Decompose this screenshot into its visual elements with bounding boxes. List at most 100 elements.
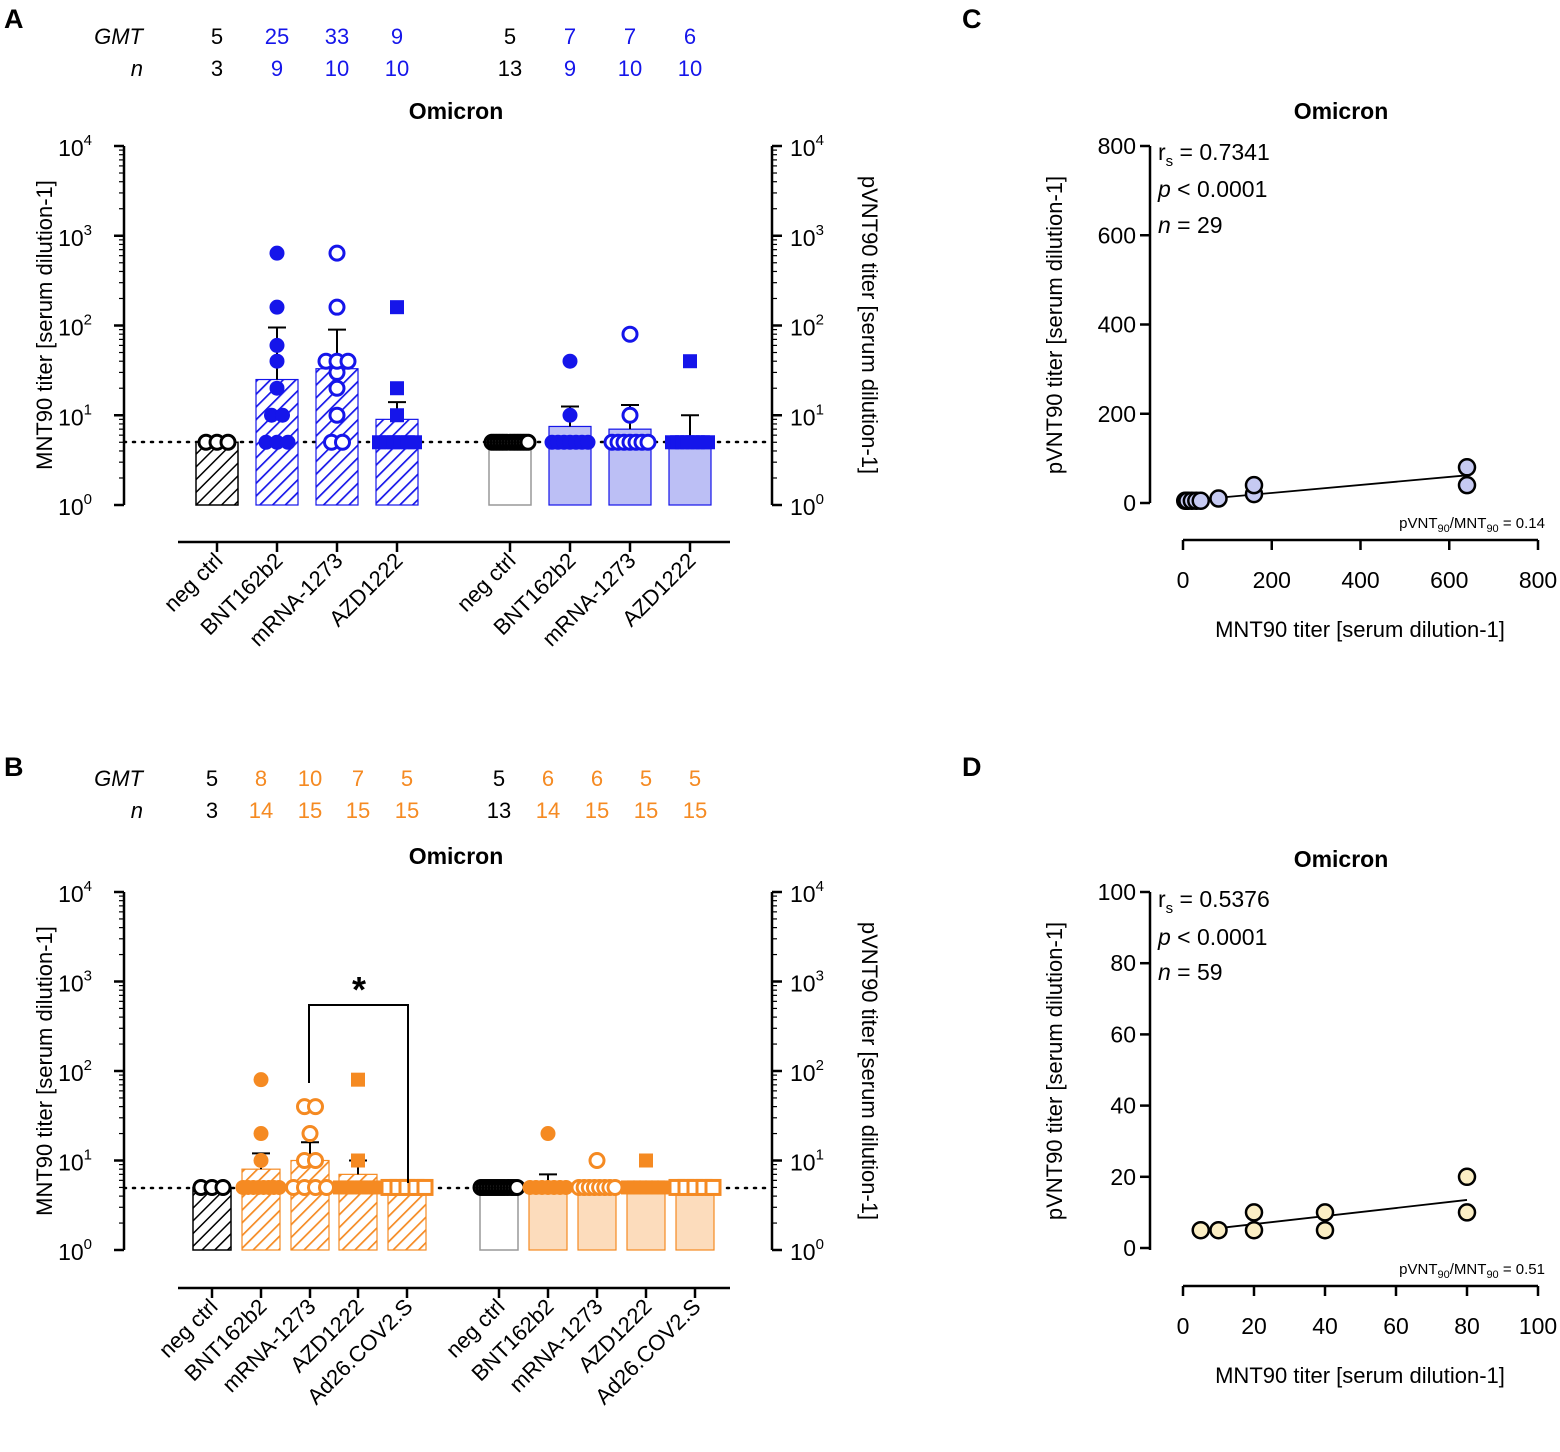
- panel-a-right-tick-label: 102: [790, 312, 824, 341]
- panel-d-point: [1457, 1167, 1477, 1187]
- panel-d-x-tick-label: 40: [1312, 1313, 1338, 1339]
- panel-d-x-tick-label: 20: [1241, 1313, 1267, 1339]
- panel-a-mnt90-mrna-1273-point: [339, 352, 357, 370]
- panel-b-n-label: n: [131, 798, 143, 823]
- panel-b-pvnt90-bnt162b2-n-value: 14: [536, 798, 560, 823]
- panel-d-title: Omicron: [1294, 846, 1389, 872]
- panel-c-y-axis-label: pVNT90 titer [serum dilution-1]: [1042, 176, 1067, 474]
- panel-b-pvnt90-azd1222-bar: [626, 1185, 666, 1251]
- panel-a-mnt90-bnt162b2-point: [269, 299, 285, 315]
- panel-b-mnt90-bnt162b2-point: [253, 1153, 269, 1168]
- panel-d-point: [1315, 1203, 1335, 1222]
- panel-d-y-tick-label: 100: [1098, 879, 1136, 905]
- panel-b-right-tick-label: 100: [790, 1236, 824, 1265]
- panel-c-point: [1457, 458, 1477, 477]
- panel-a-mnt90-bnt162b2-point: [264, 407, 279, 423]
- panel-a-pvnt90-bnt162b2-n-value: 9: [564, 56, 576, 81]
- panel-b-right-tick-label: 101: [790, 1147, 824, 1176]
- panel-b-left-tick-label: 103: [58, 968, 92, 997]
- panel-c-scatter: Omicron 0 200 400 600 800 0 200 400 600 800 pVNT9…: [1042, 98, 1557, 642]
- panel-a-left-tick-label: 104: [58, 132, 92, 161]
- panel-a-pvnt90-bnt162b2-point: [562, 353, 578, 369]
- panel-d-x-tick-label: 60: [1383, 1313, 1409, 1339]
- panel-a-mnt90-bnt162b2-point: [280, 434, 296, 450]
- panel-d-ratio-label: pVNT90/MNT90 = 0.51: [1399, 1261, 1545, 1281]
- panel-a-mnt90-mrna-1273-point: [334, 433, 351, 451]
- panel-b-mnt90-mrna-1273-point: [301, 1125, 319, 1143]
- panel-a-mnt90-bnt162b2-gmt-value: 25: [265, 24, 289, 49]
- panel-b-pvnt90-mrna-1273-point: [606, 1178, 624, 1196]
- panel-a-mnt90-bnt162b2-point: [269, 337, 285, 353]
- panel-b-mnt90-neg-ctrl-gmt-value: 5: [206, 766, 218, 791]
- panel-b-mnt90-ad26-cov2-s-n-value: 15: [395, 798, 419, 823]
- panel-d-y-axis-label: pVNT90 titer [serum dilution-1]: [1042, 922, 1067, 1220]
- panel-d-point: [1244, 1203, 1264, 1222]
- panel-c-y-tick-label: 600: [1098, 222, 1136, 248]
- panel-a-mnt90-bnt162b2-point: [269, 353, 285, 369]
- panel-letter-b: B: [4, 752, 24, 782]
- panel-b-pvnt90-ad26-cov2-s-point: [704, 1178, 722, 1196]
- panel-a-mnt90-neg-ctrl-bar: [195, 441, 239, 506]
- panel-b-pvnt90-mrna-1273-point: [588, 1152, 606, 1169]
- panel-a-mnt90-azd1222-n-value: 10: [385, 56, 409, 81]
- panel-c-point: [1209, 489, 1228, 508]
- panel-b-pvnt90-neg-ctrl-gmt-value: 5: [493, 766, 505, 791]
- panel-a-mnt90-bnt162b2-point: [275, 407, 290, 423]
- panel-b-right-tick-label: 102: [790, 1057, 824, 1086]
- panel-a-gmt-label: GMT: [94, 24, 144, 49]
- panel-a-right-tick-label: 104: [790, 132, 824, 161]
- panel-b-mnt90-azd1222-gmt-value: 7: [352, 766, 364, 791]
- panel-letter-a: A: [4, 4, 24, 34]
- panel-b-left-tick-label: 102: [58, 1057, 92, 1086]
- panel-b-mnt90-mrna-1273-point: [307, 1152, 324, 1169]
- panel-b-mnt90-mrna-1273-bar: [290, 1159, 330, 1251]
- panel-b-pvnt90-azd1222-point: [639, 1153, 653, 1168]
- panel-b-bar-chart: GMT n Omicron 10010110210310410010110210…: [32, 766, 882, 1409]
- panel-a-pvnt90-mrna-1273-point: [621, 406, 639, 424]
- panel-c-x-tick-label: 0: [1177, 567, 1190, 593]
- panel-b-y-axis-label: MNT90 titer [serum dilution-1]: [32, 926, 57, 1216]
- panel-c-y-tick-label: 200: [1098, 401, 1136, 427]
- panel-d-y-tick-label: 0: [1123, 1235, 1136, 1261]
- panel-a-mnt90-azd1222-point: [408, 435, 422, 450]
- panel-b-pvnt90-ad26-cov2-s-n-value: 15: [683, 798, 707, 823]
- panel-b-mnt90-neg-ctrl-point: [214, 1178, 232, 1196]
- panel-d-point: [1191, 1220, 1210, 1240]
- panel-a-mnt90-neg-ctrl-point: [219, 433, 237, 451]
- panel-a-mnt90-azd1222-point: [390, 300, 404, 315]
- panel-a-pvnt90-azd1222-n-value: 10: [678, 56, 702, 81]
- panel-a-mnt90-mrna-1273-point: [328, 406, 346, 424]
- panel-a-pvnt90-azd1222-point: [683, 354, 697, 369]
- panel-a-mnt90-azd1222-point: [390, 408, 404, 423]
- panel-b-mnt90-bnt162b2-point: [271, 1179, 287, 1195]
- panel-a-mnt90-azd1222-point: [390, 381, 404, 396]
- panel-a-y-axis-label-right: pVNT90 titer [serum dilution-1]: [857, 176, 882, 474]
- panel-a-mnt90-neg-ctrl-n-value: 3: [211, 56, 223, 81]
- panel-b-mnt90-bnt162b2-point: [253, 1126, 269, 1142]
- panel-b-mnt90-neg-ctrl-n-value: 3: [206, 798, 218, 823]
- panel-a-pvnt90-bnt162b2-gmt-value: 7: [564, 24, 576, 49]
- panel-letter-c: C: [962, 4, 982, 34]
- panel-b-gmt-label: GMT: [94, 766, 144, 791]
- panel-a-pvnt90-neg-ctrl-n-value: 13: [498, 56, 522, 81]
- panel-c-title: Omicron: [1294, 98, 1389, 124]
- panel-b-pvnt90-neg-ctrl-point: [508, 1178, 526, 1196]
- panel-b-mnt90-bnt162b2-point: [253, 1072, 269, 1088]
- panel-c-n-label: n = 29: [1158, 212, 1223, 238]
- panel-d-y-tick-label: 80: [1110, 950, 1136, 976]
- panel-c-x-tick-label: 200: [1253, 567, 1291, 593]
- panel-c-x-tick-label: 400: [1341, 567, 1379, 593]
- panel-c-y-tick-label: 400: [1098, 312, 1136, 338]
- panel-a-mnt90-bnt162b2-point: [269, 434, 285, 450]
- panel-a-mnt90-azd1222-bar: [375, 418, 419, 506]
- panel-b-mnt90-ad26-cov2-s-point: [416, 1178, 434, 1196]
- panel-b-mnt90-neg-ctrl-bar: [192, 1186, 232, 1251]
- panel-a-pvnt90-mrna-1273-point: [621, 325, 639, 343]
- panel-b-right-tick-label: 104: [790, 878, 824, 907]
- panel-b-pvnt90-mrna-1273-gmt-value: 6: [591, 766, 603, 791]
- panel-b-pvnt90-bnt162b2-point: [558, 1179, 574, 1195]
- panel-a-left-tick-label: 103: [58, 222, 92, 251]
- panel-a-pvnt90-bnt162b2-point: [580, 434, 596, 450]
- panel-c-y-tick-label: 800: [1098, 133, 1136, 159]
